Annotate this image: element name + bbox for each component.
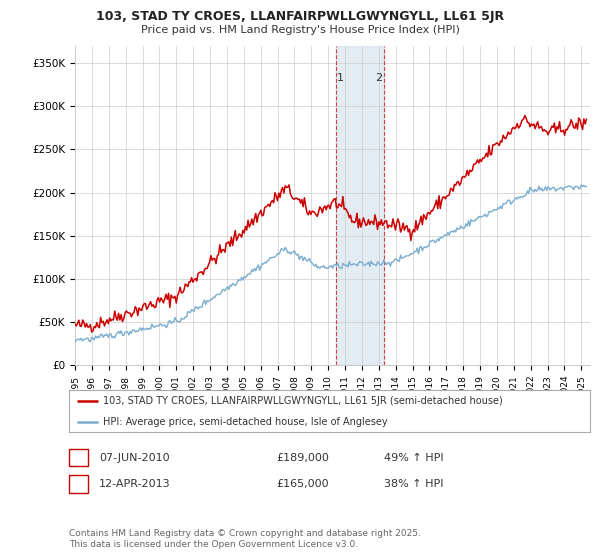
Text: 1: 1 (337, 73, 344, 83)
Text: Price paid vs. HM Land Registry's House Price Index (HPI): Price paid vs. HM Land Registry's House … (140, 25, 460, 35)
Bar (335, 46, 383, 365)
Text: 103, STAD TY CROES, LLANFAIRPWLLGWYNGYLL, LL61 5JR: 103, STAD TY CROES, LLANFAIRPWLLGWYNGYLL… (96, 10, 504, 23)
Text: 1: 1 (75, 452, 82, 463)
Text: 2: 2 (375, 73, 382, 83)
Text: £189,000: £189,000 (276, 452, 329, 463)
Text: 2: 2 (75, 479, 82, 489)
Text: 12-APR-2013: 12-APR-2013 (99, 479, 170, 489)
Text: 07-JUN-2010: 07-JUN-2010 (99, 452, 170, 463)
Text: 49% ↑ HPI: 49% ↑ HPI (384, 452, 443, 463)
Text: HPI: Average price, semi-detached house, Isle of Anglesey: HPI: Average price, semi-detached house,… (103, 417, 388, 427)
Text: Contains HM Land Registry data © Crown copyright and database right 2025.
This d: Contains HM Land Registry data © Crown c… (69, 529, 421, 549)
Text: £165,000: £165,000 (276, 479, 329, 489)
Text: 103, STAD TY CROES, LLANFAIRPWLLGWYNGYLL, LL61 5JR (semi-detached house): 103, STAD TY CROES, LLANFAIRPWLLGWYNGYLL… (103, 396, 503, 406)
Text: 38% ↑ HPI: 38% ↑ HPI (384, 479, 443, 489)
